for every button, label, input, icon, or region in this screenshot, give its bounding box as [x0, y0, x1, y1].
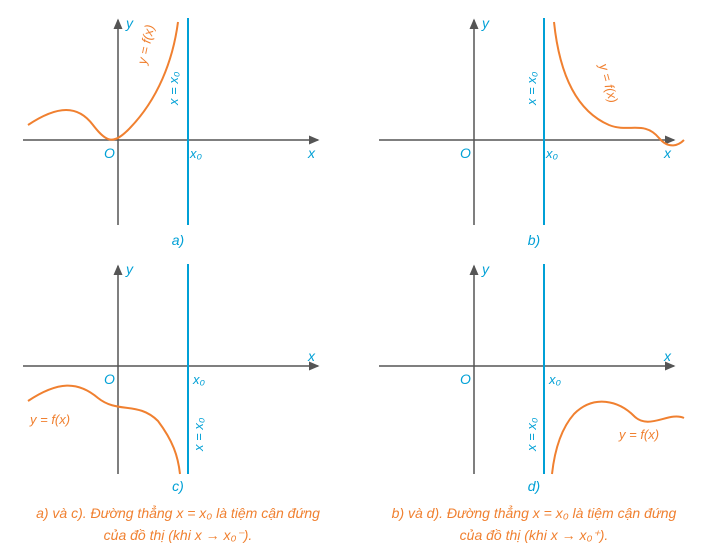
panel-label-b: b) [528, 232, 540, 248]
asymptote-label: x = x₀ [524, 71, 539, 106]
x0-tick: x₀ [192, 372, 206, 387]
curve-label-b: y = f(x) [596, 61, 621, 105]
origin-label: O [104, 371, 115, 387]
x-axis-label: x [663, 348, 672, 364]
y-axis-label: y [481, 15, 490, 31]
curve-label-c: y = f(x) [29, 412, 70, 427]
caption-right-line1: b) và d). Đường thẳng x = x₀ là tiệm cận… [392, 505, 677, 521]
x-axis-label: x [307, 145, 316, 161]
curve-b [554, 22, 684, 145]
x0-tick: x₀ [548, 372, 562, 387]
chart-b: y x O x₀ x = x₀ y = f(x) [374, 10, 694, 230]
y-axis-label: y [125, 15, 134, 31]
y-axis-label: y [125, 261, 134, 277]
asymptote-label: x = x₀ [166, 71, 181, 106]
caption-left: a) và c). Đường thẳng x = x₀ là tiệm cận… [10, 502, 346, 547]
x0-tick: x₀ [545, 146, 559, 161]
panel-c: y x O x₀ x = x₀ y = f(x) c) [10, 256, 346, 502]
caption-left-line2: của đồ thị (khi x → x₀⁻). [104, 527, 253, 543]
caption-left-line1: a) và c). Đường thẳng x = x₀ là tiệm cận… [36, 505, 320, 521]
chart-c: y x O x₀ x = x₀ y = f(x) [18, 256, 338, 476]
chart-d: y x O x₀ x = x₀ y = f(x) [374, 256, 694, 476]
chart-a: y x O x₀ x = x₀ y = f(x) [18, 10, 338, 230]
origin-label: O [460, 145, 471, 161]
panel-b: y x O x₀ x = x₀ y = f(x) b) [366, 10, 702, 256]
panel-label-a: a) [172, 232, 184, 248]
caption-right: b) và d). Đường thẳng x = x₀ là tiệm cận… [366, 502, 702, 547]
y-axis-label: y [481, 261, 490, 277]
x-axis-label: x [663, 145, 672, 161]
origin-label: O [460, 371, 471, 387]
origin-label: O [104, 145, 115, 161]
panel-label-d: d) [528, 478, 540, 494]
curve-label-d: y = f(x) [618, 427, 659, 442]
curve-c [28, 386, 180, 474]
panel-d: y x O x₀ x = x₀ y = f(x) d) [366, 256, 702, 502]
x0-tick: x₀ [189, 146, 203, 161]
curve-d [552, 402, 684, 474]
panel-a: y x O x₀ x = x₀ y = f(x) a) [10, 10, 346, 256]
panel-label-c: c) [172, 478, 184, 494]
x-axis-label: x [307, 348, 316, 364]
curve-label-a: y = f(x) [134, 23, 157, 66]
asymptote-label: x = x₀ [191, 417, 206, 452]
curve-a [28, 22, 178, 140]
asymptote-label: x = x₀ [524, 417, 539, 452]
caption-right-line2: của đồ thị (khi x → x₀⁺). [460, 527, 609, 543]
